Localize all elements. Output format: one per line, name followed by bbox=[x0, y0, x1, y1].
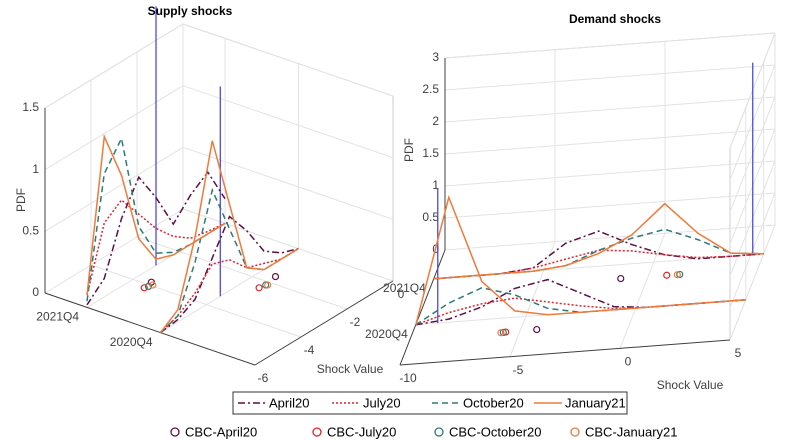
grid-line bbox=[729, 224, 776, 341]
legend-label: CBC-October20 bbox=[449, 424, 541, 439]
pdf-curve bbox=[433, 249, 764, 280]
legend-marker bbox=[570, 427, 580, 437]
grid-line bbox=[44, 23, 184, 109]
pdf-curve bbox=[86, 136, 226, 302]
grid-line bbox=[444, 64, 776, 91]
legend-label: January21 bbox=[565, 395, 626, 410]
grid-line bbox=[44, 146, 184, 232]
legend-label: October20 bbox=[463, 395, 524, 410]
cbc-marker bbox=[149, 281, 157, 289]
legend-marker bbox=[312, 427, 322, 437]
grid-line bbox=[90, 264, 302, 338]
grid-line bbox=[619, 233, 666, 349]
legend-label: CBC-January21 bbox=[585, 424, 678, 439]
cbc-marker bbox=[140, 284, 148, 292]
cbc-marker bbox=[264, 281, 272, 289]
grid-line bbox=[444, 96, 776, 123]
legend-label: July20 bbox=[363, 395, 401, 410]
grid-line bbox=[444, 32, 776, 59]
cbc-marker bbox=[144, 282, 153, 290]
z-tick-label: 0 bbox=[32, 285, 39, 299]
axis-line bbox=[254, 280, 394, 366]
cbc-marker bbox=[255, 284, 263, 292]
time-tick-label: 2021Q4 bbox=[383, 281, 426, 295]
pdf-curve bbox=[433, 202, 764, 280]
grid-line bbox=[444, 192, 776, 219]
legend-box bbox=[232, 391, 628, 415]
grid-line bbox=[444, 160, 776, 187]
x-tick-label: -2 bbox=[350, 315, 361, 329]
pdf-curve bbox=[415, 297, 746, 326]
x-tick-label: -10 bbox=[399, 371, 417, 385]
grid-line bbox=[182, 85, 394, 159]
pdf-curve bbox=[86, 133, 226, 296]
grid-line bbox=[44, 208, 184, 294]
pdf-curve bbox=[415, 287, 746, 326]
legend-marker bbox=[170, 427, 180, 437]
axis-line bbox=[44, 292, 256, 366]
z-tick-label: 0.5 bbox=[422, 210, 439, 224]
pdf-curve bbox=[86, 199, 226, 296]
time-tick-label: 2020Q4 bbox=[365, 327, 408, 341]
legend-label: CBC-April20 bbox=[185, 424, 257, 439]
z-tick-label: 1.5 bbox=[422, 146, 439, 160]
z-tick-label: 0.5 bbox=[22, 224, 39, 238]
grid-line bbox=[136, 236, 348, 310]
pdf-curve bbox=[415, 278, 746, 326]
time-tick-label: 2020Q4 bbox=[110, 335, 153, 349]
legend-label: April20 bbox=[269, 395, 309, 410]
z-tick-label: 1.5 bbox=[22, 100, 39, 114]
x-tick-label: 5 bbox=[735, 346, 742, 360]
grid-line bbox=[182, 208, 394, 282]
legend-marker bbox=[434, 427, 444, 437]
pdf-curve bbox=[415, 194, 746, 325]
grid-line bbox=[44, 85, 184, 171]
pdf-curve bbox=[160, 215, 299, 334]
z-tick-label: 1 bbox=[432, 178, 439, 192]
chart-title: Demand shocks bbox=[569, 12, 661, 26]
grid-line bbox=[509, 241, 556, 357]
x-axis-label: Shock Value bbox=[317, 362, 384, 376]
grid-line bbox=[444, 128, 776, 155]
chart-title: Supply shocks bbox=[148, 4, 233, 18]
cbc-marker bbox=[663, 271, 671, 279]
z-axis-label: PDF bbox=[402, 138, 416, 162]
cbc-marker bbox=[271, 273, 280, 281]
pdf-curve bbox=[159, 140, 299, 334]
time-tick-label: 2021Q4 bbox=[36, 310, 79, 324]
grid-line bbox=[182, 23, 394, 97]
cbc-marker bbox=[533, 325, 541, 334]
pdf-curve bbox=[159, 247, 299, 334]
cbc-marker bbox=[617, 274, 625, 283]
x-tick-label: 0 bbox=[625, 355, 632, 369]
pdf-curve bbox=[86, 170, 226, 306]
x-tick-label: -4 bbox=[304, 343, 315, 357]
x-axis-label: Shock Value bbox=[657, 378, 724, 392]
grid-line bbox=[444, 224, 776, 251]
z-tick-label: 2 bbox=[432, 114, 439, 128]
z-axis-label: PDF bbox=[14, 188, 28, 212]
x-tick-label: -6 bbox=[258, 371, 269, 385]
z-tick-label: 3 bbox=[432, 50, 439, 64]
x-tick-label: 0 bbox=[398, 287, 405, 301]
cbc-marker bbox=[262, 281, 270, 289]
cbc-marker bbox=[497, 329, 505, 337]
z-tick-label: 2.5 bbox=[422, 82, 439, 96]
cbc-marker bbox=[673, 271, 681, 279]
axis-line bbox=[399, 339, 731, 366]
x-tick-label: -5 bbox=[513, 363, 524, 377]
z-tick-label: 1 bbox=[32, 162, 39, 176]
legend-label: CBC-July20 bbox=[327, 424, 396, 439]
